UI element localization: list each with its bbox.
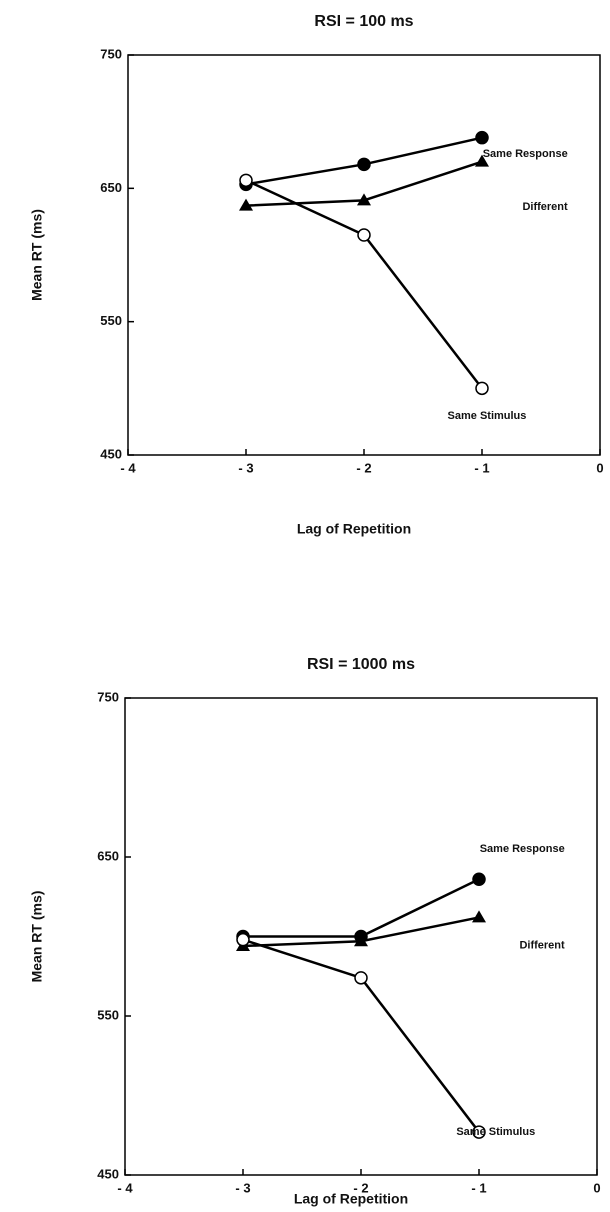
series-line bbox=[245, 179, 483, 390]
point bbox=[236, 932, 250, 947]
x-tick-label: - 2 bbox=[356, 460, 371, 475]
series-label: Same Stimulus bbox=[448, 410, 527, 422]
point bbox=[354, 971, 368, 985]
series-label: Different bbox=[519, 939, 565, 951]
point bbox=[354, 934, 368, 947]
series-line bbox=[243, 878, 480, 938]
point bbox=[472, 910, 486, 923]
y-tick-label: 550 bbox=[100, 313, 122, 328]
y-tick-label: 750 bbox=[97, 689, 119, 704]
point bbox=[475, 130, 489, 145]
x-tick-label: - 4 bbox=[117, 1180, 133, 1195]
x-tick-label: - 3 bbox=[235, 1180, 250, 1195]
y-tick-label: 550 bbox=[97, 1007, 119, 1022]
series-label: Same Response bbox=[483, 148, 568, 160]
x-tick-label: - 1 bbox=[471, 1180, 486, 1195]
point bbox=[357, 228, 371, 242]
x-tick-label: - 3 bbox=[238, 460, 253, 475]
x-tick-label: - 1 bbox=[474, 460, 489, 475]
point bbox=[239, 198, 253, 211]
series-label: Same Stimulus bbox=[456, 1126, 535, 1138]
y-axis-label: Mean RT (ms) bbox=[29, 891, 45, 983]
y-tick-label: 650 bbox=[97, 848, 119, 863]
y-tick-label: 450 bbox=[100, 446, 122, 461]
x-axis-label: Lag of Repetition bbox=[294, 1191, 408, 1207]
y-tick-label: 450 bbox=[97, 1166, 119, 1181]
point bbox=[472, 1125, 486, 1139]
y-axis-label: Mean RT (ms) bbox=[29, 209, 45, 301]
plot-frame bbox=[127, 54, 601, 456]
series-label: Same Response bbox=[480, 843, 565, 855]
chart-title: RSI = 1000 ms bbox=[307, 656, 415, 673]
y-tick-label: 650 bbox=[100, 180, 122, 195]
point bbox=[475, 381, 489, 396]
x-tick-label: - 2 bbox=[353, 1180, 368, 1195]
chart-title: RSI = 100 ms bbox=[314, 13, 413, 30]
point bbox=[239, 173, 253, 188]
series-line bbox=[242, 938, 480, 1133]
point bbox=[357, 193, 371, 206]
x-axis-label: Lag of Repetition bbox=[297, 521, 411, 537]
x-tick-label: - 4 bbox=[120, 460, 136, 475]
x-tick-label: 0 bbox=[596, 460, 603, 475]
point bbox=[357, 157, 371, 172]
x-tick-label: 0 bbox=[593, 1180, 600, 1195]
series-label: Different bbox=[522, 201, 568, 213]
y-tick-label: 750 bbox=[100, 46, 122, 61]
point bbox=[472, 872, 486, 887]
point bbox=[475, 154, 489, 167]
